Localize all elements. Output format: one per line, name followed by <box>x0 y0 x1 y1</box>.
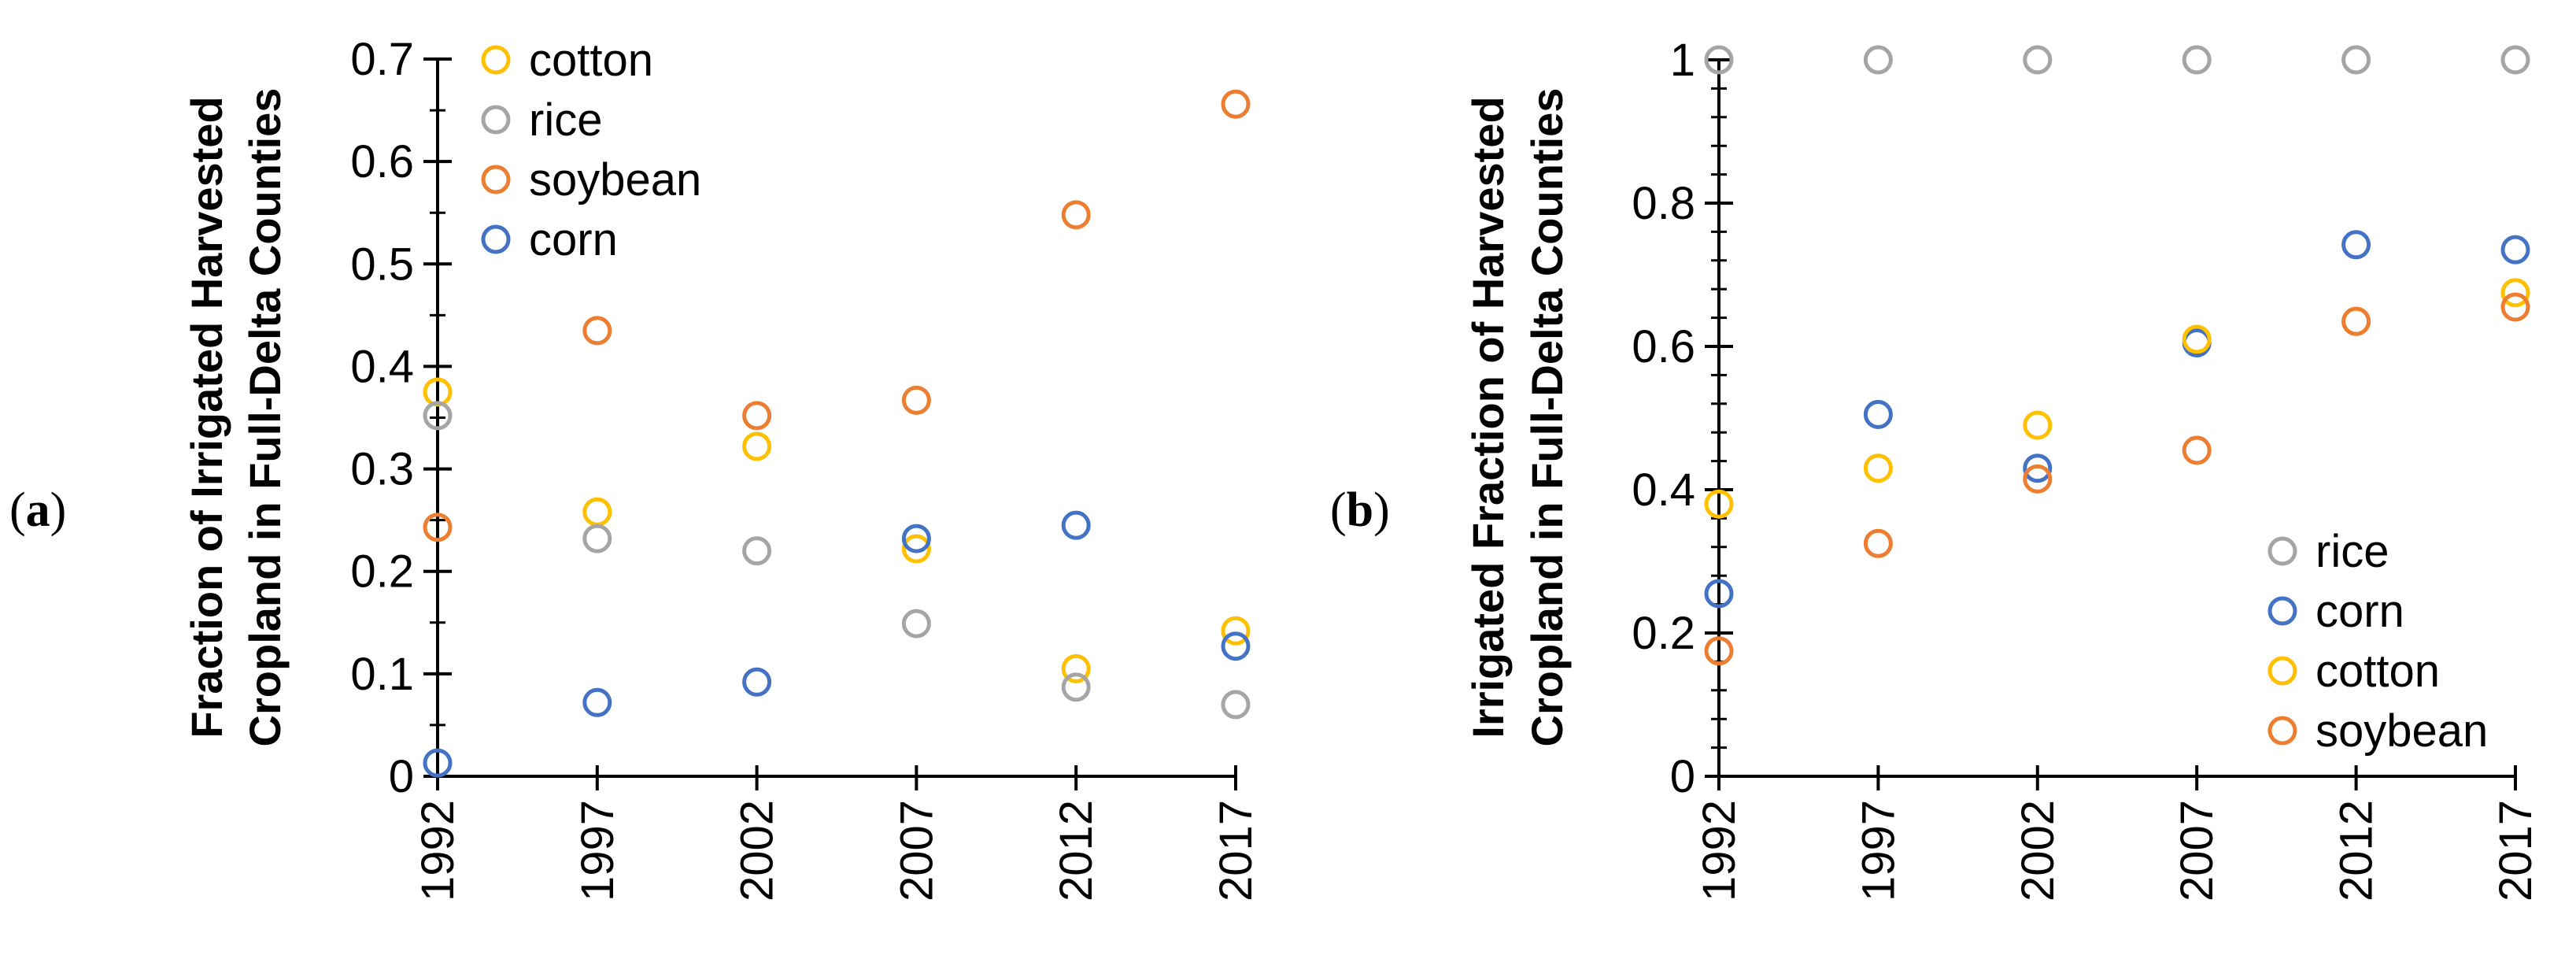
legend-label-cotton: cotton <box>2315 646 2440 697</box>
data-point-soybean <box>2182 435 2212 465</box>
x-tick-label: 2017 <box>2490 800 2541 901</box>
y-tick-label: 0.6 <box>350 136 414 187</box>
y-tick-label: 0 <box>1670 751 1695 802</box>
panel-label: (b) <box>1330 483 1390 537</box>
legend-marker-soybean <box>481 165 511 194</box>
data-point-rice <box>742 536 772 566</box>
y-tick-label: 0.5 <box>350 239 414 290</box>
data-point-rice <box>2182 45 2212 75</box>
data-point-soybean <box>2023 464 2053 494</box>
legend-marker-rice <box>481 105 511 135</box>
x-tick-label: 2002 <box>732 800 783 901</box>
legend-label-rice: rice <box>2315 526 2389 577</box>
y-tick-label: 0.4 <box>350 341 414 392</box>
x-tick-label: 1992 <box>412 800 464 901</box>
data-point-corn <box>423 748 453 778</box>
data-point-soybean <box>1221 89 1251 119</box>
data-point-cotton <box>1704 489 1734 519</box>
y-tick-label: 0.7 <box>350 34 414 85</box>
data-point-soybean <box>742 401 772 431</box>
x-tick-label: 2012 <box>2331 800 2382 901</box>
y-tick-label: 0.6 <box>1632 321 1695 372</box>
data-point-rice <box>2023 45 2053 75</box>
panel-b-chart: (b) Irrigated Fraction of Harvested Cropla… <box>1330 35 2541 901</box>
data-point-cotton <box>2023 410 2053 440</box>
legend-label-corn: corn <box>529 214 618 265</box>
data-point-rice <box>2500 45 2530 75</box>
legend-marker-cotton <box>481 45 511 75</box>
data-point-corn <box>1704 579 1734 609</box>
data-point-soybean <box>1863 528 1893 558</box>
data-point-corn <box>582 687 612 717</box>
y-axis-title-line: Cropland in Full-Delta Counties <box>240 88 290 747</box>
y-axis-title-line: Irrigated Fraction of Harvested <box>1463 96 1513 738</box>
data-point-corn <box>2500 235 2530 265</box>
legend-marker-soybean <box>2267 716 2297 746</box>
data-point-cotton <box>582 497 612 527</box>
legend-marker-rice <box>2267 536 2297 566</box>
data-point-rice <box>582 524 612 553</box>
data-point-cotton <box>1061 653 1091 683</box>
data-point-rice <box>423 401 453 431</box>
y-tick-label: 1 <box>1670 35 1695 86</box>
x-tick-label: 1997 <box>1853 800 1904 901</box>
x-tick-label: 2007 <box>2171 800 2223 901</box>
legend-marker-corn <box>481 224 511 254</box>
legend-label-soybean: soybean <box>529 154 701 205</box>
x-tick-label: 2007 <box>891 800 942 901</box>
data-point-corn <box>2341 230 2371 260</box>
data-point-soybean <box>1061 200 1091 230</box>
legend-marker-corn <box>2267 596 2297 626</box>
x-tick-label: 1997 <box>572 800 623 901</box>
y-axis-title-line: Fraction of Irrigated Harvested <box>182 96 231 738</box>
data-point-soybean <box>423 513 453 542</box>
data-point-corn <box>901 524 931 553</box>
legend-label-soybean: soybean <box>2315 705 2488 757</box>
data-point-corn <box>1061 510 1091 540</box>
x-tick-label: 2002 <box>2012 800 2064 901</box>
data-point-cotton <box>2500 278 2530 308</box>
y-tick-label: 0.1 <box>350 649 414 700</box>
y-tick-label: 0.2 <box>1632 608 1695 659</box>
panel-label: (a) <box>9 483 66 537</box>
data-point-corn <box>1221 631 1251 661</box>
data-point-soybean <box>2500 292 2530 322</box>
y-axis-title-line: Cropland in Full-Delta Counties <box>1522 88 1572 747</box>
data-point-cotton <box>2182 324 2212 354</box>
legend-marker-cotton <box>2267 656 2297 686</box>
y-tick-label: 0.8 <box>1632 178 1695 229</box>
legend-label-rice: rice <box>529 94 602 146</box>
data-point-rice <box>1863 45 1893 75</box>
data-point-rice <box>2341 45 2371 75</box>
x-tick-label: 2012 <box>1051 800 1102 901</box>
data-point-corn <box>742 667 772 697</box>
data-point-rice <box>1061 672 1091 702</box>
data-point-corn <box>1863 399 1893 429</box>
data-point-soybean <box>1704 636 1734 666</box>
data-point-cotton <box>901 534 931 564</box>
y-tick-label: 0.2 <box>350 546 414 598</box>
data-point-cotton <box>1863 453 1893 483</box>
data-point-soybean <box>2341 306 2371 336</box>
data-point-rice <box>1221 690 1251 720</box>
y-tick-label: 0.4 <box>1632 465 1695 516</box>
data-point-soybean <box>901 385 931 415</box>
data-point-cotton <box>1221 616 1251 646</box>
y-tick-label: 0.3 <box>350 444 414 495</box>
panel-a-chart: (a) Fraction of Irrigated Harvested Cropla… <box>9 34 1262 901</box>
x-tick-label: 2017 <box>1210 800 1262 901</box>
legend-label-corn: corn <box>2315 586 2404 637</box>
y-tick-label: 0 <box>389 751 414 802</box>
data-point-rice <box>901 609 931 639</box>
data-point-corn <box>2023 453 2053 483</box>
legend-label-cotton: cotton <box>529 35 653 86</box>
data-point-rice <box>1704 45 1734 75</box>
x-tick-label: 1992 <box>1694 800 1745 901</box>
data-point-cotton <box>742 431 772 461</box>
data-point-soybean <box>582 316 612 346</box>
